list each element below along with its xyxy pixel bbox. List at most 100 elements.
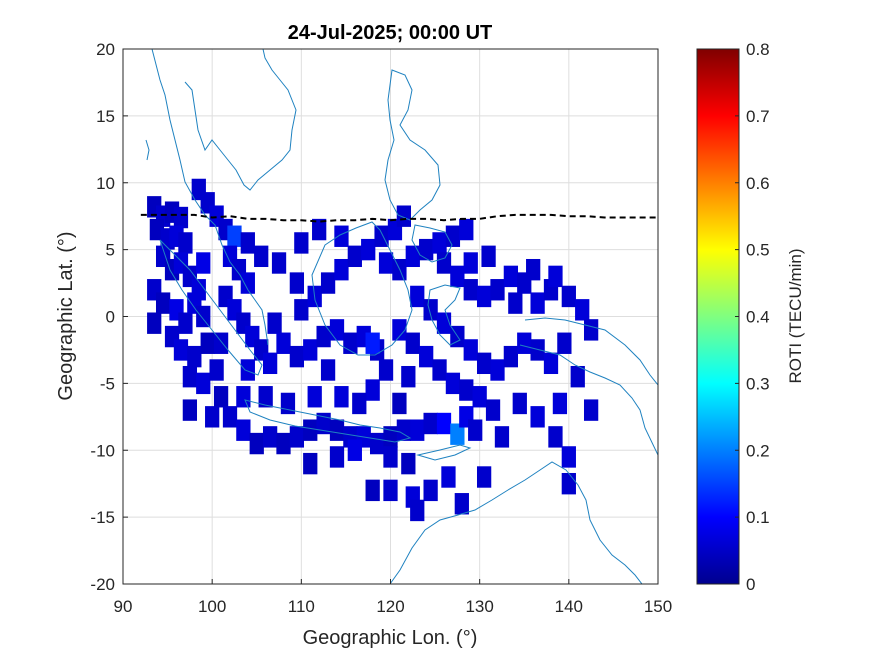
x-tick-label: 140 bbox=[555, 597, 583, 616]
roti-cell bbox=[361, 238, 376, 261]
colorbar-tick-label: 0 bbox=[746, 575, 755, 594]
roti-cell bbox=[445, 372, 461, 395]
coastline-mainland-sea bbox=[151, 49, 269, 346]
coastline-new-guinea-south bbox=[519, 344, 658, 456]
roti-cell bbox=[316, 325, 331, 348]
coastline-philippines bbox=[384, 69, 441, 221]
roti-cell bbox=[182, 365, 198, 388]
coastline-indochina bbox=[184, 49, 297, 191]
y-tick-label: 15 bbox=[96, 107, 115, 126]
roti-cell bbox=[410, 285, 425, 308]
colorbar-tick-label: 0.7 bbox=[746, 107, 770, 126]
coastline-australia bbox=[389, 461, 643, 584]
roti-cell bbox=[530, 406, 545, 428]
roti-cell bbox=[236, 419, 251, 441]
roti-cell bbox=[476, 466, 492, 488]
roti-cell bbox=[374, 225, 389, 247]
roti-cell bbox=[432, 359, 447, 381]
roti-cell bbox=[530, 292, 545, 314]
roti-cell bbox=[303, 452, 318, 475]
roti-cell bbox=[289, 345, 305, 368]
colorbar-tick-label: 0.5 bbox=[746, 241, 770, 260]
roti-cell bbox=[503, 265, 519, 288]
roti-cell bbox=[276, 432, 291, 455]
roti-cell bbox=[503, 345, 519, 368]
roti-cell bbox=[205, 406, 220, 428]
roti-cell bbox=[396, 205, 412, 227]
roti-cell bbox=[396, 419, 412, 441]
roti-cell bbox=[276, 332, 291, 354]
roti-cell bbox=[236, 386, 251, 408]
x-tick-label: 90 bbox=[114, 597, 133, 616]
roti-cell bbox=[173, 339, 189, 361]
roti-cell bbox=[347, 245, 362, 268]
roti-cell bbox=[365, 479, 380, 502]
y-tick-label: 20 bbox=[96, 40, 115, 59]
roti-cell bbox=[329, 419, 345, 441]
roti-cell bbox=[485, 399, 501, 421]
roti-cell bbox=[423, 299, 438, 321]
roti-cell bbox=[196, 305, 211, 328]
roti-cell bbox=[352, 392, 367, 415]
y-tick-label: 5 bbox=[106, 241, 115, 260]
roti-cell bbox=[240, 272, 255, 294]
x-axis-label: Geographic Lon. (°) bbox=[303, 627, 478, 649]
roti-cell bbox=[334, 258, 349, 281]
roti-cell bbox=[365, 379, 380, 401]
roti-cell bbox=[570, 365, 585, 388]
roti-cell bbox=[463, 252, 478, 274]
colorbar-tick-label: 0.3 bbox=[746, 374, 770, 393]
y-tick-label: -5 bbox=[100, 374, 115, 393]
y-tick-label: -10 bbox=[90, 441, 115, 460]
roti-cell bbox=[472, 386, 487, 408]
coastlines bbox=[145, 49, 658, 584]
x-axis-ticks: 90 100 110 120 130 140 150 bbox=[114, 579, 672, 616]
roti-cell bbox=[334, 225, 349, 247]
roti-cell bbox=[303, 419, 318, 441]
coastline-timor bbox=[416, 444, 472, 461]
roti-cell bbox=[262, 352, 278, 375]
coastline-small-island bbox=[145, 139, 150, 161]
roti-cell bbox=[289, 272, 305, 294]
roti-cells bbox=[147, 178, 599, 522]
roti-cell bbox=[213, 386, 229, 408]
roti-cell bbox=[240, 359, 255, 381]
roti-cell bbox=[561, 285, 576, 308]
roti-cell bbox=[441, 466, 456, 488]
y-tick-label: -20 bbox=[90, 575, 115, 594]
roti-cell bbox=[289, 426, 305, 448]
roti-cell bbox=[436, 252, 452, 274]
roti-cell bbox=[530, 339, 545, 361]
roti-cell bbox=[254, 245, 269, 268]
x-tick-label: 120 bbox=[376, 597, 404, 616]
y-axis-label: Geographic Lat. (°) bbox=[55, 231, 77, 400]
roti-cell bbox=[476, 285, 492, 308]
roti-cell bbox=[490, 279, 505, 301]
y-tick-label: -15 bbox=[90, 508, 115, 527]
roti-cell bbox=[463, 279, 478, 301]
roti-cell bbox=[561, 446, 576, 468]
y-tick-label: 0 bbox=[106, 308, 115, 327]
coastline-sumatra bbox=[159, 239, 263, 376]
roti-cell bbox=[303, 339, 318, 361]
colorbar bbox=[696, 48, 740, 585]
roti-cell bbox=[432, 232, 447, 254]
roti-cell bbox=[583, 319, 599, 341]
roti-cell bbox=[548, 426, 563, 448]
x-tick-label: 110 bbox=[288, 597, 315, 616]
roti-cell bbox=[436, 412, 452, 435]
roti-cell bbox=[155, 292, 171, 314]
chart-title: 24-Jul-2025; 00:00 UT bbox=[288, 22, 493, 44]
dip-equator-dashed-line bbox=[140, 213, 658, 223]
roti-cell bbox=[463, 339, 478, 361]
roti-cell bbox=[267, 312, 282, 334]
roti-cell bbox=[419, 345, 434, 368]
roti-cell bbox=[459, 379, 474, 401]
x-tick-label: 150 bbox=[644, 597, 672, 616]
colorbar-ticks: 0.8 0.7 0.6 0.5 0.4 0.3 0.2 0.1 0 bbox=[735, 40, 770, 594]
roti-cell bbox=[378, 359, 394, 381]
colorbar-label: ROTI (TECU/min) bbox=[786, 248, 805, 383]
roti-cell bbox=[490, 359, 505, 381]
roti-cell bbox=[526, 258, 541, 281]
